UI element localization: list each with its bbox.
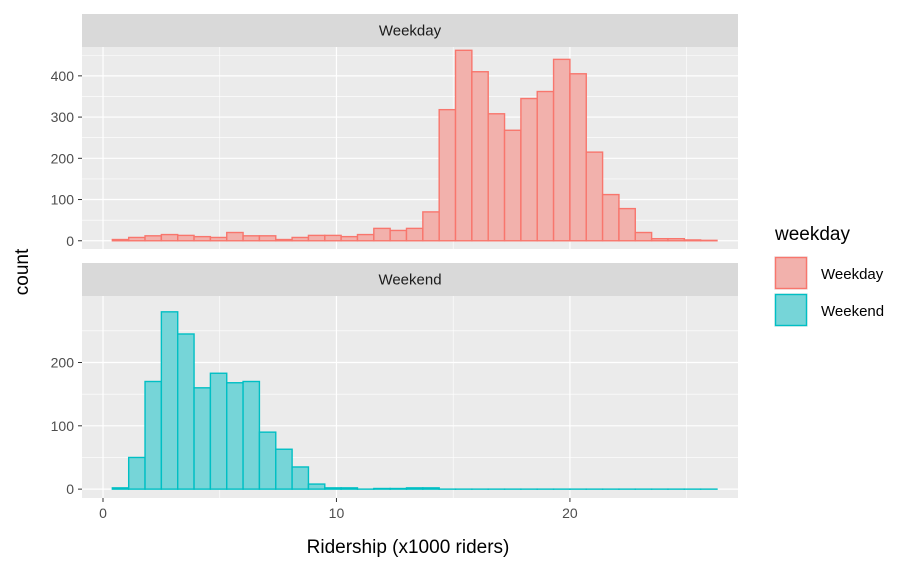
histogram-bar: [683, 239, 702, 242]
histogram-bar: [340, 487, 359, 490]
histogram-bar: [667, 237, 686, 242]
legend-title: weekday: [774, 224, 850, 245]
x-axis-title: Ridership (x1000 riders): [307, 537, 510, 558]
histogram-bar: [127, 456, 146, 490]
histogram-bar: [422, 211, 440, 242]
histogram-bar: [258, 235, 277, 242]
histogram-bar: [405, 227, 424, 242]
legend-label: Weekday: [821, 266, 884, 283]
histogram-bar: [111, 487, 130, 490]
y-tick-label: 100: [51, 418, 75, 434]
x-axis: 0 10 20: [99, 498, 578, 521]
legend-swatch: [774, 256, 808, 290]
histogram-bar: [373, 487, 391, 490]
facet-strip: [82, 263, 738, 296]
histogram-bar: [552, 58, 571, 242]
histogram-bar: [389, 229, 408, 242]
y-tick-label: 300: [51, 109, 75, 125]
histogram-bar: [471, 71, 489, 242]
histogram-bars-weekend: [111, 311, 718, 490]
histogram-bar: [127, 236, 146, 242]
histogram-bar: [275, 238, 293, 242]
facet-panel-weekend: Weekend 0 100 200: [51, 263, 738, 498]
histogram-bar: [373, 227, 391, 242]
histogram-bar: [193, 387, 212, 490]
histogram-bar: [634, 231, 653, 242]
facet-panel-weekday: Weekday 0 100 200 300 400: [51, 14, 738, 249]
histogram-bar: [160, 311, 179, 490]
histogram-bar: [487, 113, 506, 242]
legend-entry-weekend: Weekend: [774, 293, 884, 327]
histogram-bar: [356, 233, 375, 242]
histogram-bar: [438, 108, 457, 242]
histogram-bar: [242, 380, 261, 490]
histogram-bar: [209, 236, 228, 242]
histogram-bar: [307, 234, 326, 242]
histogram-bar: [405, 487, 424, 490]
histogram-bar: [650, 237, 669, 242]
legend: weekday Weekday Weekend: [774, 224, 884, 327]
histogram-bar: [242, 235, 261, 242]
histogram-bar: [307, 483, 326, 490]
histogram-bar: [177, 333, 195, 490]
legend-entry-weekday: Weekday: [774, 256, 884, 290]
histogram-bar: [226, 231, 244, 242]
y-tick-label: 0: [66, 233, 74, 249]
y-tick-label: 0: [66, 481, 74, 497]
panel-background: [82, 47, 738, 249]
histogram-bar: [585, 151, 604, 242]
histogram-bar: [618, 207, 636, 242]
legend-label: Weekend: [821, 303, 884, 320]
histogram-bar: [144, 380, 163, 490]
y-tick-label: 200: [51, 150, 75, 166]
histogram-bar: [291, 236, 310, 242]
y-tick-label: 400: [51, 68, 75, 84]
histogram-bar: [601, 193, 620, 242]
legend-swatch: [774, 293, 808, 327]
facet-strip: [82, 14, 738, 47]
histogram-bar: [503, 129, 522, 242]
histogram-bar: [209, 372, 228, 490]
histogram-bar: [177, 234, 195, 242]
facet-strip-label: Weekday: [379, 23, 442, 40]
histogram-bar: [291, 466, 310, 490]
histogram-bar: [275, 448, 293, 490]
histogram-bars-weekday: [111, 49, 718, 242]
histogram-bar: [422, 487, 440, 490]
histogram-bar: [536, 90, 555, 242]
y-axis-title: count: [12, 248, 33, 295]
histogram-bar: [454, 49, 473, 242]
histogram-bar: [193, 235, 212, 242]
histogram-bar: [569, 73, 587, 242]
histogram-bar: [324, 487, 342, 490]
facet-strip-label: Weekend: [378, 272, 441, 289]
histogram-bar: [324, 234, 342, 242]
y-tick-label: 200: [51, 354, 75, 370]
histogram-bar: [144, 235, 163, 242]
facet-panels: Weekday 0 100 200 300 400 Weekend 0 100 200: [51, 14, 738, 498]
histogram-bar: [111, 238, 130, 242]
x-tick-label: 0: [99, 505, 107, 521]
y-tick-label: 100: [51, 192, 75, 208]
histogram-bar: [389, 487, 408, 490]
x-tick-label: 10: [329, 505, 345, 521]
histogram-bar: [520, 97, 538, 242]
histogram-bar: [160, 233, 179, 242]
histogram-bar: [226, 382, 244, 490]
histogram-bar: [340, 235, 359, 242]
histogram-bar: [258, 431, 277, 490]
x-tick-label: 20: [562, 505, 578, 521]
